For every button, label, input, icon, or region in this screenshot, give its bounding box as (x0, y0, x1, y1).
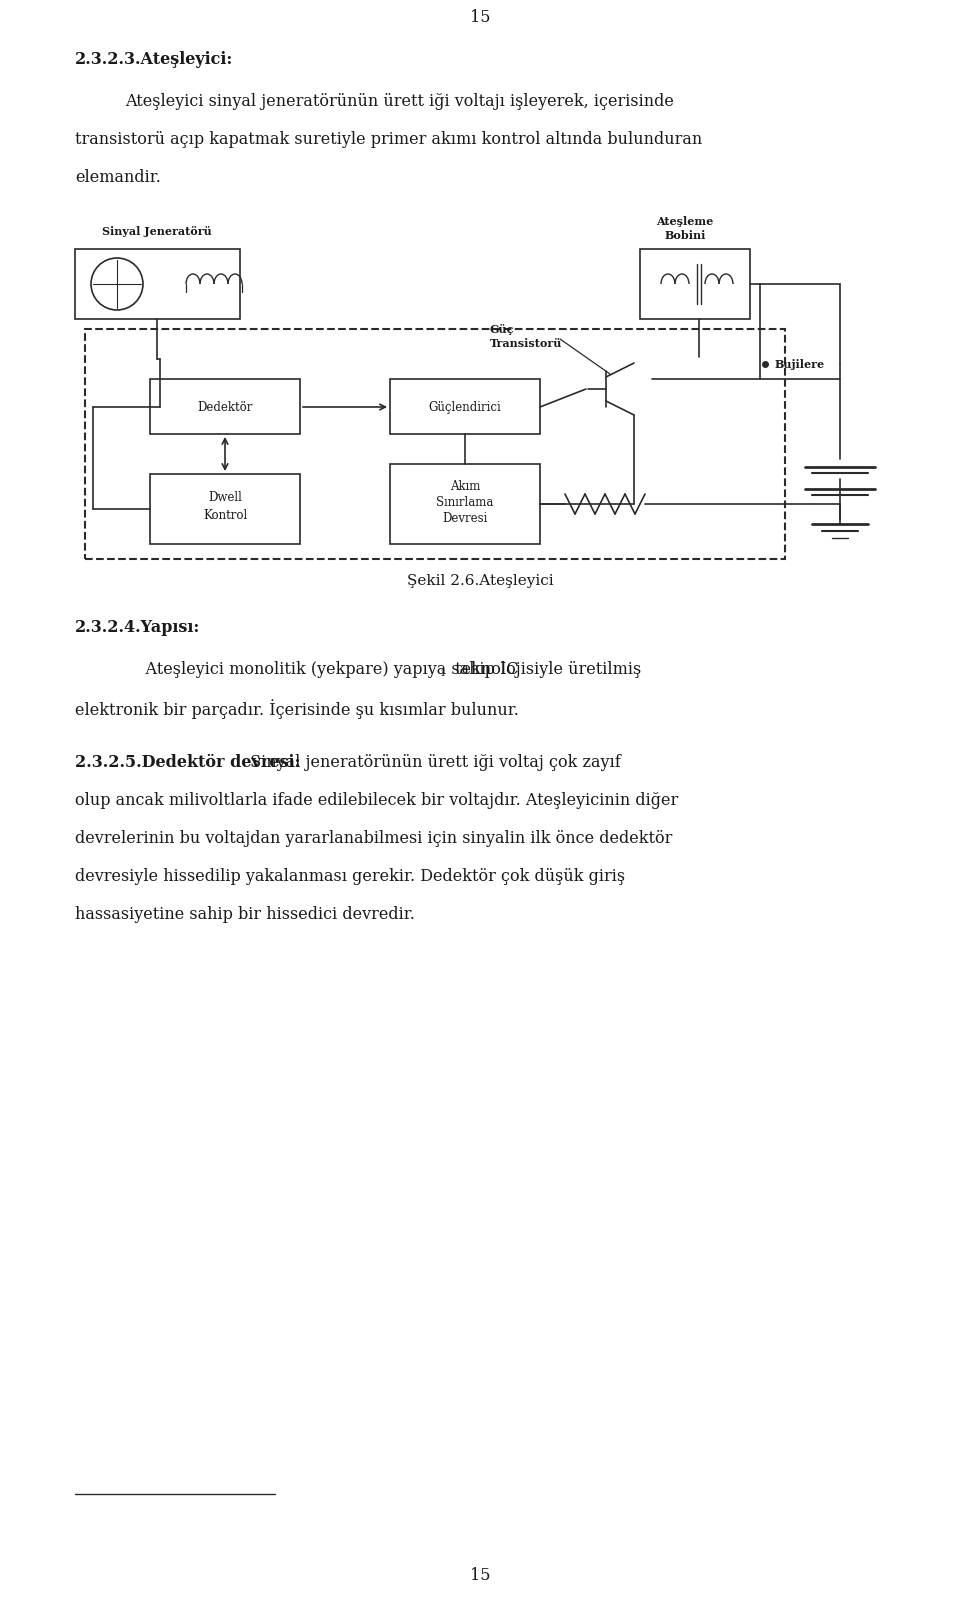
Text: devresiyle hissedilip yakalanması gerekir. Dedektör çok düşük giriş: devresiyle hissedilip yakalanması gereki… (75, 867, 625, 885)
Text: Dedektör: Dedektör (198, 401, 252, 414)
Text: Sınırlama: Sınırlama (436, 496, 493, 508)
Text: olup ancak milivoltlarla ifade edilebilecek bir voltajdır. Ateşleyicinin diğer: olup ancak milivoltlarla ifade edilebile… (75, 792, 679, 809)
Text: Sinyal jeneratörünün ürett iği voltaj çok zayıf: Sinyal jeneratörünün ürett iği voltaj ço… (245, 755, 621, 771)
Text: hassasiyetine sahip bir hissedici devredir.: hassasiyetine sahip bir hissedici devred… (75, 906, 415, 924)
Text: Ateşleyici monolitik (yekpare) yapıya sahip IC: Ateşleyici monolitik (yekpare) yapıya sa… (125, 661, 518, 677)
Text: Transistorü: Transistorü (490, 338, 563, 349)
Text: elemandir.: elemandir. (75, 169, 161, 187)
Text: 15: 15 (469, 10, 491, 26)
Text: Güçlendirici: Güçlendirici (428, 401, 501, 414)
Text: Güç: Güç (490, 323, 515, 335)
Text: Şekil 2.6.Ateşleyici: Şekil 2.6.Ateşleyici (407, 574, 553, 587)
Text: Sinyal Jeneratörü: Sinyal Jeneratörü (102, 225, 212, 237)
Text: teknolojisiyle üretilmiş: teknolojisiyle üretilmiş (450, 661, 641, 677)
Bar (85, 328, 785, 558)
Bar (390, 380, 540, 434)
Bar (150, 380, 300, 434)
Text: 15: 15 (469, 1567, 491, 1583)
Text: 1: 1 (440, 669, 446, 677)
Text: Bobini: Bobini (664, 230, 706, 241)
Bar (150, 475, 300, 544)
Text: transistorü açıp kapatmak suretiyle primer akımı kontrol altında bulunduran: transistorü açıp kapatmak suretiyle prim… (75, 130, 703, 148)
Text: Dwell: Dwell (208, 491, 242, 504)
Text: devrelerinin bu voltajdan yararlanabilmesi için sinyalin ilk önce dedektör: devrelerinin bu voltajdan yararlanabilme… (75, 830, 672, 846)
Text: elektronik bir parçadır. İçerisinde şu kısımlar bulunur.: elektronik bir parçadır. İçerisinde şu k… (75, 698, 518, 719)
Text: Ateşleyici sinyal jeneratörünün ürett iği voltajı işleyerek, içerisinde: Ateşleyici sinyal jeneratörünün ürett iğ… (125, 93, 674, 109)
Bar (640, 249, 750, 319)
Bar (75, 249, 240, 319)
Text: 2.3.2.4.Yapısı:: 2.3.2.4.Yapısı: (75, 619, 201, 636)
Text: 2.3.2.5.Dedektör devresi:: 2.3.2.5.Dedektör devresi: (75, 755, 300, 771)
Text: Kontrol: Kontrol (203, 508, 247, 521)
Text: Devresi: Devresi (443, 512, 488, 525)
Text: Bujilere: Bujilere (775, 359, 826, 370)
Text: 2.3.2.3.Ateşleyici:: 2.3.2.3.Ateşleyici: (75, 51, 233, 68)
Text: Ateşleme: Ateşleme (657, 216, 713, 227)
Bar (390, 463, 540, 544)
Text: Akım: Akım (450, 479, 480, 492)
